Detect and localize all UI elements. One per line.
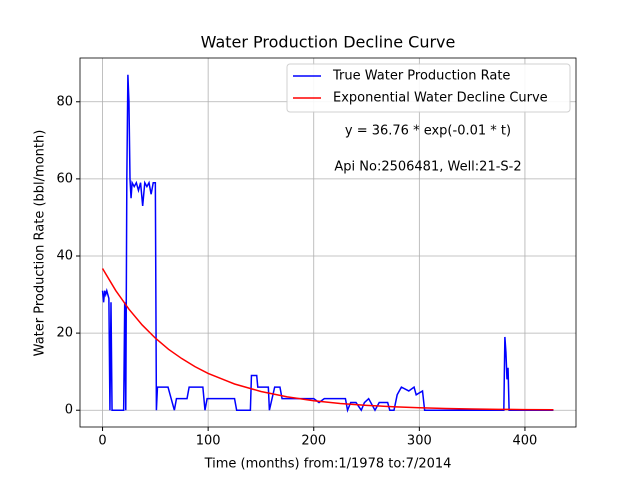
x-tick-label: 400 [513,434,538,449]
y-axis-label: Water Production Rate (bbl/month) [33,130,48,357]
x-tick-label: 100 [196,434,221,449]
y-tick-label: 80 [56,94,73,109]
plot-frame [79,57,577,428]
y-tick-label: 60 [56,171,73,186]
x-axis-label: Time (months) from:1/1978 to:7/2014 [204,457,452,472]
legend-label: True Water Production Rate [332,69,510,84]
y-tick-label: 0 [65,403,73,418]
legend-label: Exponential Water Decline Curve [333,91,548,106]
y-tick-label: 20 [56,326,73,341]
y-tick-label: 40 [56,248,73,263]
x-tick-label: 300 [407,434,432,449]
chart-title: Water Production Decline Curve [201,33,456,52]
annotation: y = 36.76 * exp(-0.01 * t) [345,124,511,139]
annotation: Api No:2506481, Well:21-S-2 [334,160,521,175]
legend-box [286,63,571,113]
x-tick-label: 0 [98,434,106,449]
x-tick-label: 200 [301,434,326,449]
series-line [101,268,554,411]
series-line [101,74,554,413]
